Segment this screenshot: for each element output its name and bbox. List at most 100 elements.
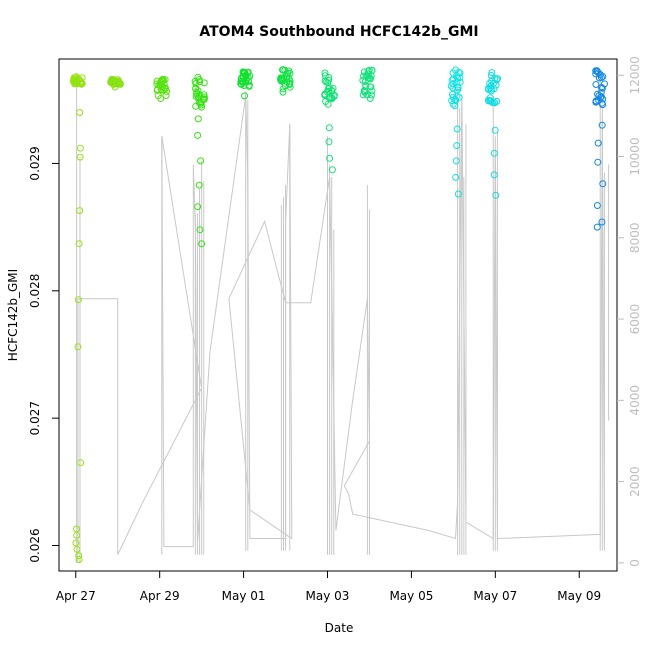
data-point xyxy=(368,87,376,95)
data-point xyxy=(241,70,249,77)
data-point xyxy=(488,77,496,85)
x-tick-label: May 07 xyxy=(473,589,517,603)
data-point xyxy=(153,80,161,88)
y2-tick-label: 10000 xyxy=(628,137,642,175)
data-point xyxy=(364,67,372,75)
data-point xyxy=(76,144,84,152)
data-point xyxy=(194,115,202,123)
y2-tick-label: 6000 xyxy=(628,304,642,335)
data-point xyxy=(161,85,169,93)
data-point xyxy=(598,121,606,129)
data-point xyxy=(159,83,167,91)
data-point xyxy=(324,100,332,108)
x-tick-label: May 03 xyxy=(306,589,350,603)
data-point xyxy=(599,95,607,103)
data-point xyxy=(75,552,83,560)
y-tick-label: 0.027 xyxy=(28,401,42,435)
altitude-series xyxy=(76,75,610,563)
x-tick-label: May 01 xyxy=(222,589,266,603)
data-point xyxy=(326,154,334,162)
data-point xyxy=(283,73,291,81)
data-point xyxy=(76,153,84,161)
y2-tick-label: 8000 xyxy=(628,223,642,254)
x-tick-label: May 09 xyxy=(557,589,601,603)
data-point xyxy=(196,226,204,234)
data-point xyxy=(200,93,208,101)
data-point xyxy=(71,79,79,87)
data-point xyxy=(328,166,336,174)
data-point xyxy=(598,84,606,92)
y-axis: 0.026 0.027 0.028 0.029 xyxy=(28,146,59,563)
data-point xyxy=(74,343,82,351)
data-point xyxy=(70,75,78,83)
data-point xyxy=(366,83,374,91)
hcfc142b-series xyxy=(69,66,608,563)
data-point xyxy=(197,157,205,165)
x-tick-label: May 05 xyxy=(389,589,433,603)
data-point xyxy=(73,531,81,539)
data-point xyxy=(194,131,202,139)
data-point xyxy=(453,142,461,150)
data-point xyxy=(157,95,165,102)
data-point xyxy=(75,240,83,248)
data-point xyxy=(453,125,461,133)
data-point xyxy=(365,66,373,74)
data-point xyxy=(279,88,287,96)
data-point xyxy=(449,84,457,92)
data-point xyxy=(245,82,253,90)
data-point xyxy=(237,80,245,88)
data-point xyxy=(449,93,457,101)
data-point xyxy=(192,102,200,110)
data-point xyxy=(200,79,208,87)
data-point xyxy=(487,72,495,79)
data-point xyxy=(492,191,500,199)
data-point xyxy=(74,296,82,304)
x-tick-label: Apr 29 xyxy=(140,589,180,603)
data-point xyxy=(325,124,333,132)
data-point xyxy=(160,86,168,94)
data-point xyxy=(321,69,329,77)
data-point xyxy=(239,78,247,86)
y-tick-label: 0.026 xyxy=(28,528,42,562)
data-point xyxy=(366,95,374,102)
data-point xyxy=(368,91,375,99)
data-point xyxy=(193,89,201,96)
data-point xyxy=(593,223,601,231)
data-point xyxy=(107,79,115,87)
data-point xyxy=(286,81,293,88)
data-point xyxy=(597,88,605,96)
data-point xyxy=(454,84,462,92)
chart-title: ATOM4 Southbound HCFC142b_GMI xyxy=(199,24,478,40)
y-tick-label: 0.029 xyxy=(28,146,42,180)
data-point xyxy=(75,556,83,563)
data-point xyxy=(452,173,460,181)
data-point xyxy=(240,82,248,89)
y2-tick-label: 0 xyxy=(628,559,642,567)
data-point xyxy=(491,126,499,134)
data-point xyxy=(598,84,605,91)
data-point xyxy=(197,101,205,109)
y-axis-label: HCFC142b_GMI xyxy=(6,269,20,361)
y-tick-label: 0.028 xyxy=(28,274,42,308)
data-point xyxy=(452,157,460,165)
y2-tick-label: 12000 xyxy=(628,56,642,94)
data-point xyxy=(598,218,606,226)
data-point xyxy=(286,83,294,91)
data-point xyxy=(490,98,498,106)
data-point xyxy=(490,171,498,179)
data-point xyxy=(361,88,369,96)
data-point xyxy=(449,91,456,98)
data-point xyxy=(158,77,166,84)
x-tick-label: Apr 27 xyxy=(56,589,96,603)
data-point xyxy=(321,77,329,85)
data-point xyxy=(244,69,252,77)
data-point xyxy=(597,93,605,101)
data-point xyxy=(454,74,461,82)
y2-tick-label: 4000 xyxy=(628,385,642,416)
x-axis-label: Date xyxy=(325,621,354,635)
data-point xyxy=(279,85,287,93)
data-point xyxy=(486,84,494,92)
data-point xyxy=(157,79,165,87)
data-point xyxy=(322,78,330,86)
